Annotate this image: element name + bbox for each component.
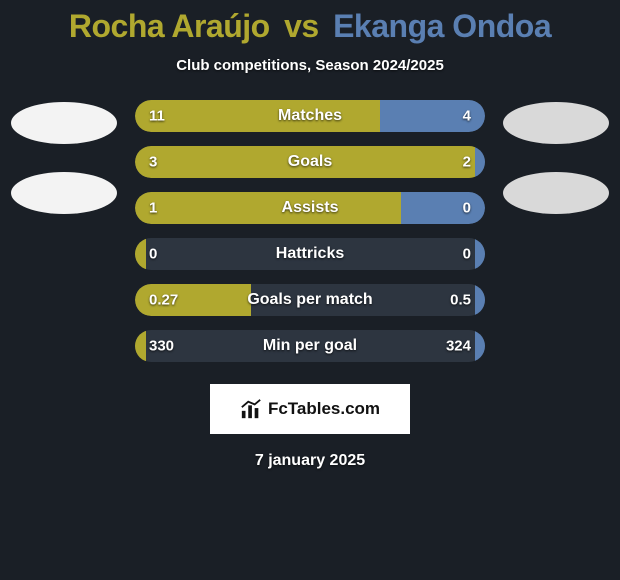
bar-fill-left [135,192,401,224]
player1-avatar-1 [11,102,117,144]
bar-value-left: 330 [149,338,174,355]
stat-bar: Min per goal 330 324 [135,330,485,362]
bar-fill-right [401,192,485,224]
stats-area: Matches 11 4 Goals 3 2 Assists 1 0 Hattricks 0 0 Goa… [0,100,620,362]
stat-bar: Hattricks 0 0 [135,238,485,270]
stat-bar: Goals per match 0.27 0.5 [135,284,485,316]
chart-icon [240,398,262,420]
bar-value-right: 0.5 [450,292,471,309]
bar-fill-left [135,100,380,132]
player2-avatar-2 [503,172,609,214]
infographic-container: Rocha Araújo vs Ekanga Ondoa Club compet… [0,0,620,470]
bar-value-right: 4 [463,108,471,125]
bar-value-right: 0 [463,200,471,217]
brand-box: FcTables.com [210,384,410,434]
player1-name: Rocha Araújo [69,8,270,44]
bar-value-right: 0 [463,246,471,263]
player2-avatar-1 [503,102,609,144]
bar-label: Goals per match [247,291,372,309]
bar-value-left: 3 [149,154,157,171]
bar-label: Min per goal [263,337,357,355]
bar-fill-left [135,330,146,362]
bar-fill-right [475,238,486,270]
player2-name: Ekanga Ondoa [333,8,551,44]
bar-fill-right [475,330,486,362]
bar-value-left: 0 [149,246,157,263]
bar-label: Hattricks [276,245,344,263]
date-text: 7 january 2025 [0,452,620,470]
bar-fill-right [475,146,486,178]
bar-label: Goals [288,153,332,171]
player1-avatar-2 [11,172,117,214]
vs-text: vs [284,8,319,44]
left-avatar-column [11,100,117,214]
bar-fill-left [135,238,146,270]
bar-value-left: 1 [149,200,157,217]
bar-fill-right [475,284,486,316]
stat-bars: Matches 11 4 Goals 3 2 Assists 1 0 Hattricks 0 0 Goa… [135,100,485,362]
bar-label: Assists [282,199,339,217]
right-avatar-column [503,100,609,214]
stat-bar: Goals 3 2 [135,146,485,178]
brand-text: FcTables.com [268,399,380,419]
stat-bar: Matches 11 4 [135,100,485,132]
bar-label: Matches [278,107,342,125]
subtitle: Club competitions, Season 2024/2025 [0,57,620,74]
bar-value-right: 324 [446,338,471,355]
stat-bar: Assists 1 0 [135,192,485,224]
bar-value-right: 2 [463,154,471,171]
page-title: Rocha Araújo vs Ekanga Ondoa [0,8,620,45]
bar-value-left: 11 [149,108,165,125]
bar-value-left: 0.27 [149,292,178,309]
